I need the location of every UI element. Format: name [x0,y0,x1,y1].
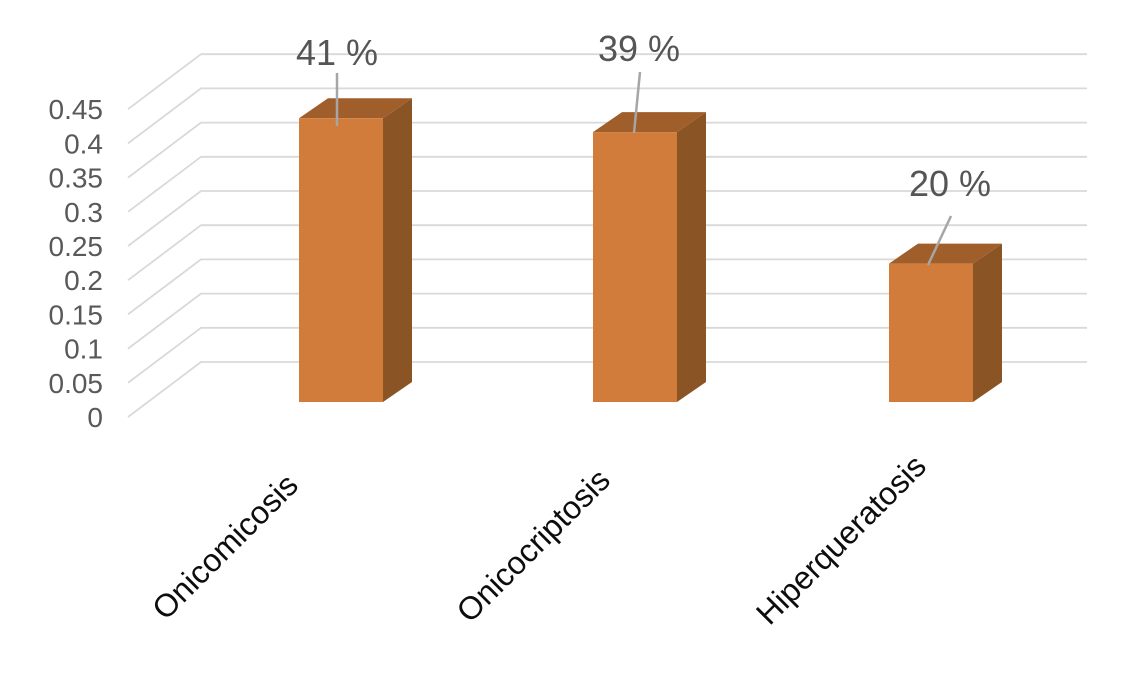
y-axis-tick-label: 0.05 [49,368,104,399]
y-axis-tick-label: 0.1 [64,334,103,365]
bar-top-face [593,112,706,133]
y-axis-tick-label: 0.15 [49,299,104,330]
gridline [127,292,1087,350]
y-axis-tick-label: 0.4 [64,128,103,159]
gridlines-group [127,53,1087,418]
leader-line [632,71,642,134]
gridline [127,258,1087,316]
gridline [127,224,1087,281]
bar-side-face [383,98,412,402]
data-label: 39 % [598,28,680,69]
bar-front-face [889,263,973,402]
gridline [127,87,1087,145]
bar-front-face [299,118,383,402]
bar-front-face [593,132,677,402]
gridline [127,361,1087,418]
data-label: 41 % [296,32,378,73]
leader-lines-group [335,71,953,266]
gridline [127,155,1087,213]
bar-top-face [889,243,1002,264]
bars-group [299,98,1002,403]
data-label: 20 % [909,163,991,204]
y-axis-tick-label: 0.45 [49,94,104,125]
y-axis-tick-label: 0 [87,402,103,433]
y-axis-tick-label: 0.2 [64,265,103,296]
bar-side-face [677,112,706,403]
gridline [127,53,1087,110]
bar-hiperqueratosis [889,243,1002,402]
y-axis-tick-label: 0.35 [49,163,104,194]
leader-line [926,215,953,266]
gridline [127,326,1087,384]
y-axis-tick-label: 0.3 [64,197,103,228]
bar-side-face [973,243,1002,402]
gridline [127,190,1087,247]
bar-onicocriptosis [593,112,706,403]
bar-onicomicosis [299,98,412,402]
gridline [127,121,1087,179]
y-axis-tick-label: 0.25 [49,231,104,262]
bar-top-face [299,98,412,119]
